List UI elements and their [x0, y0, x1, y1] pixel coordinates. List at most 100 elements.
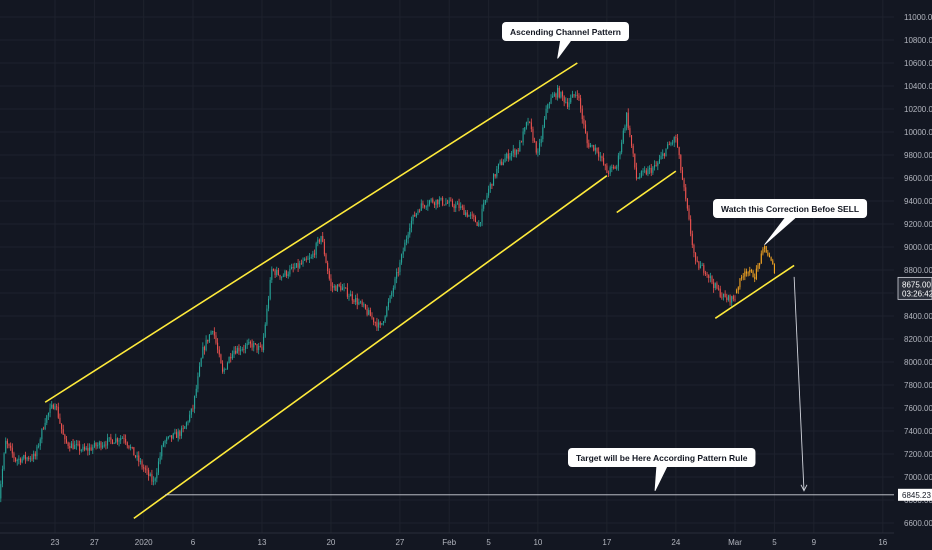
- price-axis-label: 7400.00: [904, 427, 932, 436]
- price-axis-label: 10600.00: [904, 59, 932, 68]
- candle: [594, 147, 596, 151]
- candle: [435, 199, 437, 205]
- projection-candle: [737, 287, 739, 291]
- price-axis[interactable]: 11000.00 10800.00 10600.00 10400.00 10200.00…: [904, 13, 932, 528]
- candle: [5, 440, 7, 454]
- candle: [506, 153, 508, 159]
- candle: [254, 343, 256, 345]
- projection-candle: [745, 271, 748, 274]
- candle: [601, 156, 603, 158]
- candle: [28, 457, 30, 460]
- candle: [456, 203, 458, 205]
- candle: [578, 95, 580, 99]
- target-arrow-head: [800, 484, 808, 492]
- candle: [652, 167, 654, 173]
- price-axis-label: 7800.00: [904, 381, 932, 390]
- candle: [424, 205, 426, 207]
- candle: [225, 368, 227, 370]
- time-axis-label: 20: [326, 538, 335, 547]
- candle: [113, 442, 115, 444]
- candle: [570, 97, 572, 103]
- candle: [121, 438, 123, 439]
- candle: [64, 434, 66, 440]
- candle: [693, 245, 695, 253]
- time-axis-label: 13: [258, 538, 267, 547]
- price-axis-label: 6600.00: [904, 519, 932, 528]
- candle: [341, 287, 343, 291]
- target-arrow: [793, 276, 805, 491]
- candle: [637, 177, 639, 179]
- projection-candle: [739, 278, 741, 288]
- candle: [330, 278, 332, 287]
- candle: [562, 91, 564, 97]
- time-axis-label: 5: [772, 538, 777, 547]
- candle: [534, 140, 536, 142]
- price-axis-label: 8200.00: [904, 335, 932, 344]
- candle: [645, 170, 647, 175]
- candle: [108, 437, 110, 439]
- time-axis[interactable]: 23 27 2020 6 13 20 27 Feb 5 10 17 24 Mar 5 9 16: [51, 538, 888, 547]
- callout-pointer: [654, 466, 668, 491]
- candle: [72, 443, 74, 449]
- candle: [18, 458, 20, 461]
- candle: [634, 153, 636, 168]
- candle: [120, 438, 122, 441]
- candle: [703, 265, 705, 273]
- candle: [565, 102, 567, 103]
- price-axis-label: 10200.00: [904, 105, 932, 114]
- candle: [607, 172, 610, 174]
- candle: [110, 437, 112, 440]
- candle: [277, 269, 279, 276]
- candle: [465, 212, 467, 215]
- candle: [24, 455, 26, 460]
- candle: [420, 203, 422, 211]
- candle: [100, 442, 102, 448]
- candle: [584, 124, 587, 134]
- projection-candles: [736, 245, 775, 294]
- correction-line-1: [616, 170, 677, 214]
- candle: [460, 206, 462, 209]
- projection-candle: [744, 271, 746, 277]
- callout-pointer: [557, 40, 571, 59]
- candle: [680, 155, 682, 171]
- candle: [131, 447, 133, 448]
- candle: [128, 445, 130, 449]
- candle: [318, 239, 320, 242]
- candle: [279, 275, 281, 278]
- candle: [588, 143, 590, 148]
- time-axis-label: 10: [533, 538, 542, 547]
- candle: [433, 202, 435, 205]
- candle: [180, 428, 183, 436]
- candle: [461, 206, 463, 208]
- candle: [732, 296, 734, 300]
- candle: [713, 282, 715, 289]
- candle: [361, 301, 363, 305]
- candle: [451, 200, 454, 206]
- projection-candle: [750, 270, 752, 272]
- candle: [116, 438, 118, 442]
- candle: [553, 93, 555, 97]
- candle: [529, 121, 531, 123]
- candle: [589, 145, 591, 148]
- candle: [471, 214, 473, 216]
- candle: [382, 321, 385, 323]
- candle: [90, 447, 92, 451]
- candle: [118, 440, 120, 442]
- candle: [394, 278, 396, 289]
- candle: [626, 112, 628, 127]
- candle: [194, 395, 196, 409]
- callout-text: Target will be Here According Pattern Ru…: [576, 453, 748, 463]
- candle: [481, 208, 483, 223]
- candle: [364, 304, 366, 309]
- candle: [154, 478, 156, 481]
- candle: [571, 94, 573, 98]
- candle: [197, 376, 199, 389]
- candle: [236, 347, 238, 354]
- candle: [67, 442, 69, 447]
- candle: [376, 322, 378, 328]
- candle: [305, 258, 307, 260]
- projection-candle: [765, 246, 767, 253]
- candle: [328, 271, 330, 279]
